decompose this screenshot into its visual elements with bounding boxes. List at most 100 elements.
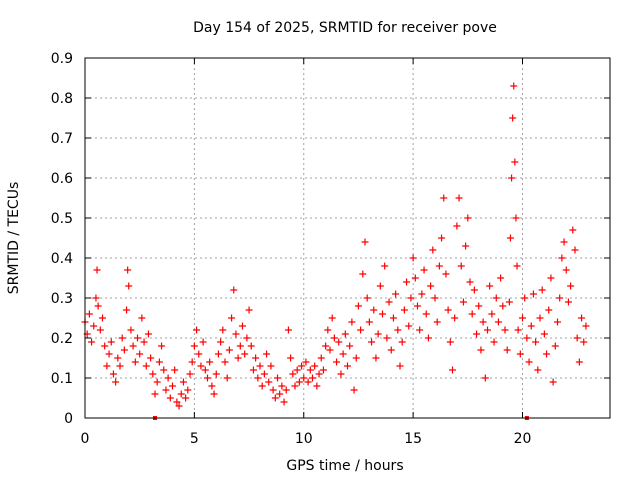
data-point [230, 286, 238, 294]
data-point [519, 314, 526, 322]
data-point [562, 266, 570, 274]
data-point [151, 390, 159, 398]
data-point [300, 374, 308, 382]
data-point [298, 362, 306, 370]
data-point [295, 378, 303, 386]
data-point [208, 382, 216, 390]
data-point [554, 318, 561, 326]
data-point [249, 366, 257, 374]
x-tick-label: 10 [295, 431, 313, 447]
data-point [206, 358, 214, 366]
data-point [503, 346, 511, 354]
data-point [549, 378, 557, 386]
data-point [328, 314, 336, 322]
axis-ticks: 0 0.1 0.2 0.3 0.4 0.5 0.6 0.7 0.8 0.9 0 5 10 15 20 [51, 51, 610, 447]
data-point [516, 350, 524, 358]
data-point [464, 214, 472, 222]
data-point [453, 222, 461, 230]
data-point [479, 318, 487, 326]
data-point [440, 194, 448, 202]
data-point [424, 334, 432, 342]
data-point [379, 310, 386, 318]
data-point [109, 370, 117, 378]
y-tick-label: 0.9 [51, 51, 73, 67]
y-tick-label: 0.3 [51, 291, 73, 307]
data-point [414, 302, 421, 310]
data-point [339, 350, 347, 358]
y-tick-label: 0.5 [51, 211, 73, 227]
data-point [114, 354, 122, 362]
data-point [567, 282, 575, 290]
data-point [93, 266, 101, 274]
data-point [407, 294, 415, 302]
data-point [269, 386, 277, 394]
data-point [112, 378, 120, 386]
data-point [455, 194, 463, 202]
data-point [160, 366, 168, 374]
data-point [204, 374, 211, 382]
data-point [103, 362, 111, 370]
data-point [435, 262, 443, 270]
data-point [302, 358, 310, 366]
data-point [186, 370, 194, 378]
data-point [564, 298, 572, 306]
data-point [274, 374, 281, 382]
data-point [418, 290, 426, 298]
data-point [190, 342, 198, 350]
data-point [182, 394, 190, 402]
data-point [490, 338, 498, 346]
data-point [335, 338, 343, 346]
data-point [344, 362, 351, 370]
data-point [201, 366, 209, 374]
data-point [525, 358, 533, 366]
data-point [446, 338, 454, 346]
data-point [225, 346, 233, 354]
x-tick-label: 15 [404, 431, 422, 447]
data-point [184, 386, 192, 394]
data-point [508, 174, 516, 182]
data-point [381, 262, 389, 270]
data-point [433, 318, 441, 326]
data-point [523, 334, 531, 342]
data-point [162, 386, 170, 394]
data-point [173, 398, 181, 406]
data-point [359, 270, 367, 278]
data-point [116, 362, 124, 370]
data-point [475, 302, 483, 310]
data-point [304, 378, 312, 386]
data-point [134, 334, 141, 342]
data-point [199, 338, 207, 346]
data-point [363, 294, 371, 302]
data-point [411, 274, 419, 282]
data-point [210, 390, 218, 398]
data-point [449, 366, 456, 374]
data-point [131, 358, 139, 366]
data-point [138, 314, 146, 322]
data-point [129, 342, 137, 350]
data-point [538, 286, 546, 294]
data-point [241, 350, 249, 358]
data-point [228, 314, 236, 322]
data-point [370, 306, 378, 314]
data-point [284, 326, 292, 334]
data-point [94, 302, 102, 310]
data-point [158, 342, 166, 350]
data-point [451, 314, 459, 322]
grid [85, 58, 610, 418]
data-point [212, 370, 220, 378]
data-point [466, 278, 474, 286]
data-point [92, 294, 100, 302]
data-point [400, 306, 408, 314]
data-point [457, 262, 465, 270]
data-point [324, 326, 332, 334]
data-point [420, 266, 428, 274]
data-point [481, 374, 489, 382]
data-point [263, 350, 271, 358]
data-point [142, 362, 150, 370]
data-point [85, 310, 93, 318]
data-point [534, 366, 542, 374]
data-point [271, 394, 279, 402]
x-tick-label: 0 [81, 431, 90, 447]
data-point [88, 338, 96, 346]
